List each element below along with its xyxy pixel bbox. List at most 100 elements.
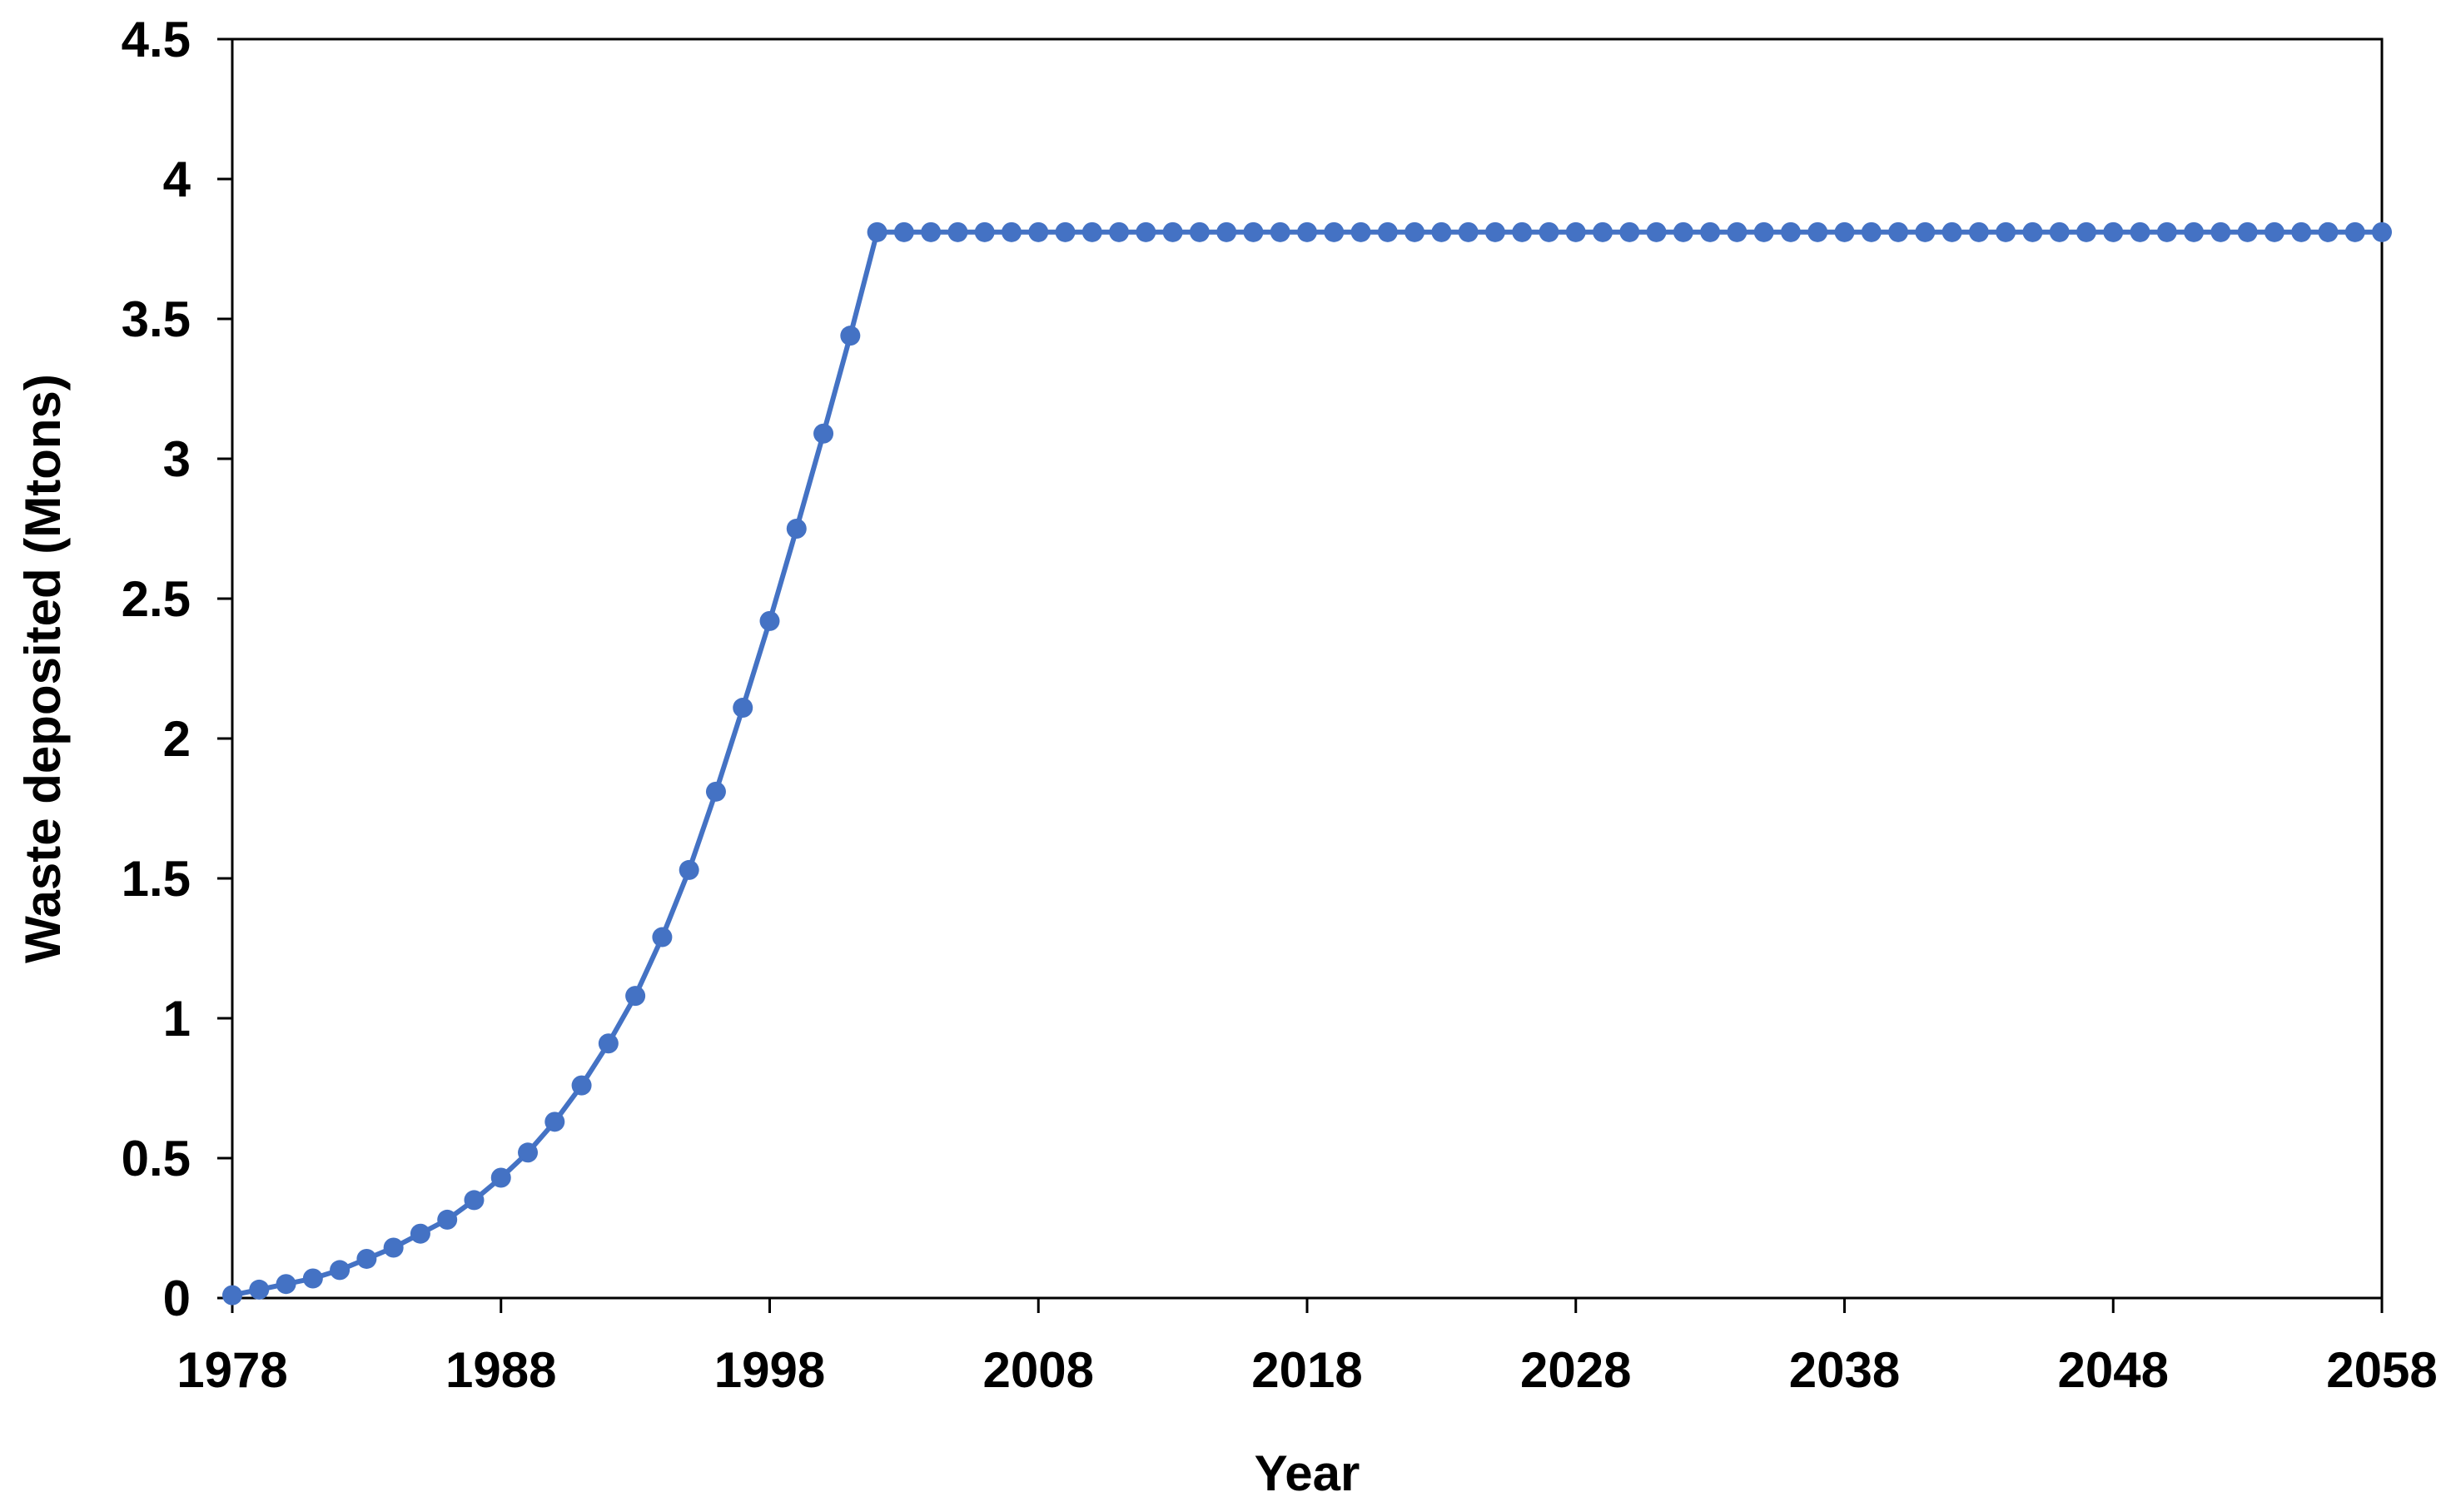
series-layer [222, 221, 2392, 1306]
data-point [490, 1167, 511, 1188]
y-tick-label: 1 [163, 991, 191, 1047]
data-point [276, 1274, 296, 1295]
data-point [947, 221, 968, 242]
data-point [544, 1112, 565, 1132]
data-point [2264, 221, 2284, 242]
series-line [231, 229, 2382, 1298]
y-tick-label: 3.5 [122, 291, 191, 347]
data-point [1619, 221, 1640, 242]
data-point [2184, 221, 2205, 242]
y-axis-title: Waste deposited (Mtons) [15, 374, 71, 963]
data-point [2237, 221, 2258, 242]
data-point [518, 1142, 539, 1163]
data-point [330, 1260, 351, 1281]
data-point [1512, 221, 1533, 242]
data-point [1484, 221, 1505, 242]
x-tick-label: 2058 [2326, 1342, 2437, 1398]
x-tick-label: 2008 [983, 1342, 1094, 1398]
data-point [867, 221, 887, 242]
data-point [2291, 221, 2312, 242]
data-point [921, 221, 942, 242]
data-point [1565, 221, 1586, 242]
x-tick-label: 1988 [445, 1342, 556, 1398]
data-point [2076, 221, 2096, 242]
data-point [598, 1033, 619, 1054]
data-point [652, 927, 673, 947]
data-point [1458, 221, 1479, 242]
data-point [1162, 221, 1183, 242]
data-point [2130, 221, 2150, 242]
y-axis-ticks: 0 0.5 1 1.5 2 2.5 3 3.5 4 4.5 [122, 12, 232, 1326]
x-tick-label: 2018 [1251, 1342, 1362, 1398]
data-point [1404, 221, 1425, 242]
data-point [2156, 221, 2177, 242]
data-point [1861, 221, 1882, 242]
data-point [840, 326, 861, 346]
data-point [1136, 221, 1156, 242]
data-point [813, 423, 834, 444]
data-point [1431, 221, 1452, 242]
data-point [2210, 221, 2231, 242]
x-axis-title: Year [1255, 1445, 1360, 1501]
x-tick-label: 1978 [176, 1342, 287, 1398]
data-point [1727, 221, 1748, 242]
data-point [1001, 221, 1022, 242]
data-point [1646, 221, 1667, 242]
data-point [249, 1279, 270, 1300]
data-point [1055, 221, 1076, 242]
data-point [1324, 221, 1345, 242]
x-axis-ticks: 1978 1988 1998 2008 2018 2028 2038 2048 2058 [176, 1298, 2438, 1398]
x-tick-label: 1998 [714, 1342, 825, 1398]
data-point [1216, 221, 1237, 242]
y-tick-label: 2.5 [122, 571, 191, 627]
data-point [1780, 221, 1801, 242]
data-point [1834, 221, 1855, 242]
data-point [410, 1223, 430, 1244]
data-point [356, 1248, 377, 1269]
data-point [705, 781, 726, 802]
data-point [974, 221, 995, 242]
data-point [1270, 221, 1290, 242]
y-tick-label: 0 [163, 1271, 191, 1326]
data-point [437, 1209, 458, 1230]
data-point [1888, 221, 1909, 242]
data-point [1996, 221, 2016, 242]
data-point [1297, 221, 1317, 242]
data-point [1350, 221, 1371, 242]
data-point [1593, 221, 1613, 242]
y-tick-label: 1.5 [122, 851, 191, 907]
data-point [1941, 221, 1962, 242]
x-tick-label: 2038 [1789, 1342, 1900, 1398]
data-point [1753, 221, 1774, 242]
data-point [2022, 221, 2043, 242]
data-point [1539, 221, 1559, 242]
y-tick-label: 4.5 [122, 12, 191, 67]
data-point [1807, 221, 1828, 242]
data-point [1673, 221, 1693, 242]
data-point [1700, 221, 1721, 242]
data-point [2103, 221, 2124, 242]
data-point [893, 221, 914, 242]
x-tick-label: 2028 [1520, 1342, 1631, 1398]
data-point [759, 610, 780, 631]
data-point [302, 1268, 323, 1289]
data-point [1377, 221, 1398, 242]
data-point [625, 986, 646, 1007]
data-point [571, 1075, 592, 1096]
data-point [733, 698, 753, 719]
data-point [1968, 221, 1989, 242]
data-point [679, 859, 699, 880]
x-tick-label: 2048 [2058, 1342, 2169, 1398]
data-point [1915, 221, 1936, 242]
data-point [383, 1237, 404, 1258]
y-tick-label: 4 [163, 152, 191, 207]
y-tick-label: 0.5 [122, 1131, 191, 1186]
data-point [2049, 221, 2070, 242]
data-point [2344, 221, 2365, 242]
data-point [786, 519, 807, 539]
data-point [1081, 221, 1102, 242]
data-point [1189, 221, 1210, 242]
data-point [222, 1285, 242, 1306]
